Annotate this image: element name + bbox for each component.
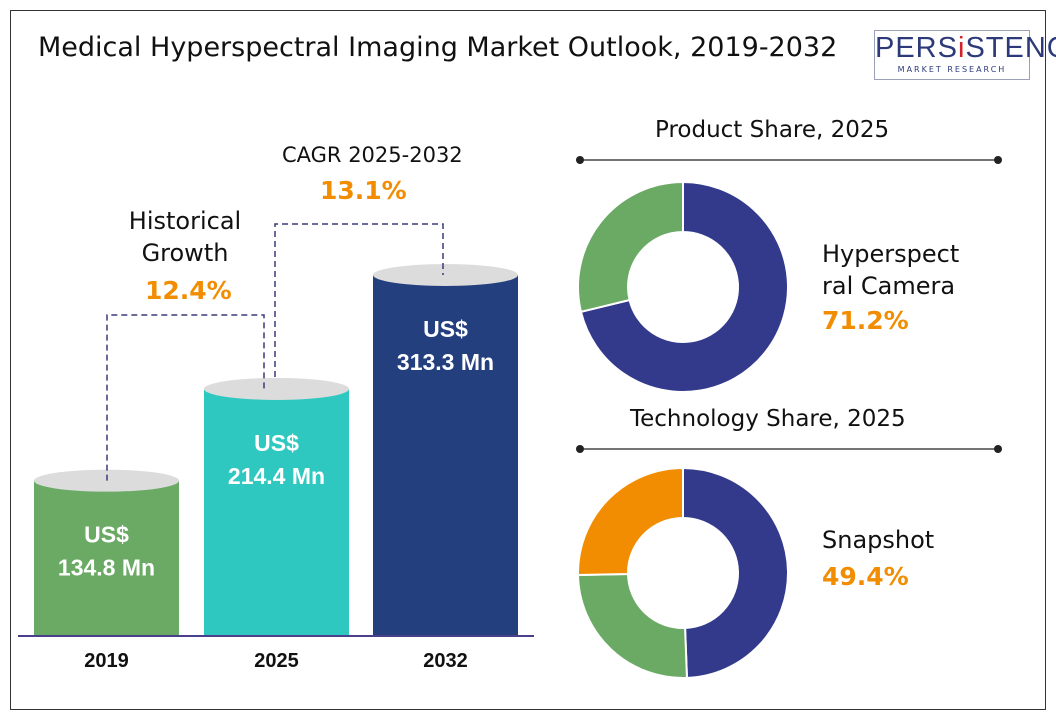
donut-slice-other-a bbox=[576, 573, 688, 679]
product-highlight-label: Hyperspect ral Camera bbox=[822, 240, 960, 300]
technology-highlight-label: Snapshot bbox=[822, 526, 935, 554]
donut-slice-hyperspectral-camera bbox=[579, 180, 789, 393]
donut-slice-other-b bbox=[577, 466, 684, 576]
cagr-value: 13.1% bbox=[320, 176, 407, 205]
divider-dot bbox=[576, 445, 584, 453]
technology-share-title: Technology Share, 2025 bbox=[630, 406, 906, 432]
x-tick-label: 2032 bbox=[423, 650, 468, 672]
bar-2032 bbox=[373, 275, 518, 636]
bar-value-label: 214.4 Mn bbox=[228, 463, 325, 489]
page-title: Medical Hyperspectral Imaging Market Out… bbox=[38, 32, 838, 63]
logo: PERSiSTENCE MARKET RESEARCH bbox=[874, 30, 1056, 80]
bar-value-label: US$ bbox=[423, 316, 468, 342]
divider-dot bbox=[994, 156, 1002, 164]
bar-value-label: US$ bbox=[84, 522, 129, 548]
bar-2019 bbox=[34, 480, 179, 636]
frame bbox=[10, 10, 1046, 710]
bar-top-2032 bbox=[373, 264, 518, 286]
donut-slice-snapshot bbox=[682, 466, 789, 679]
cagr-label: CAGR 2025-2032 bbox=[282, 143, 463, 167]
x-tick-label: 2025 bbox=[254, 650, 299, 672]
bar-value-label: US$ bbox=[254, 430, 299, 456]
divider-dot bbox=[576, 156, 584, 164]
technology-highlight-value: 49.4% bbox=[822, 562, 909, 591]
historical-label: Historical Growth bbox=[128, 207, 242, 267]
donut-slice-other bbox=[577, 180, 684, 314]
historical-value: 12.4% bbox=[145, 276, 232, 305]
bar-value-label: 313.3 Mn bbox=[397, 349, 494, 375]
historical-connector bbox=[106, 314, 265, 481]
divider-dot bbox=[994, 445, 1002, 453]
product-highlight-value: 71.2% bbox=[822, 306, 909, 335]
bar-2025 bbox=[204, 388, 349, 636]
x-tick-label: 2019 bbox=[84, 650, 129, 672]
product-share-title: Product Share, 2025 bbox=[655, 117, 890, 143]
bar-top-2025 bbox=[204, 377, 349, 400]
bar-value-label: 134.8 Mn bbox=[58, 555, 155, 581]
